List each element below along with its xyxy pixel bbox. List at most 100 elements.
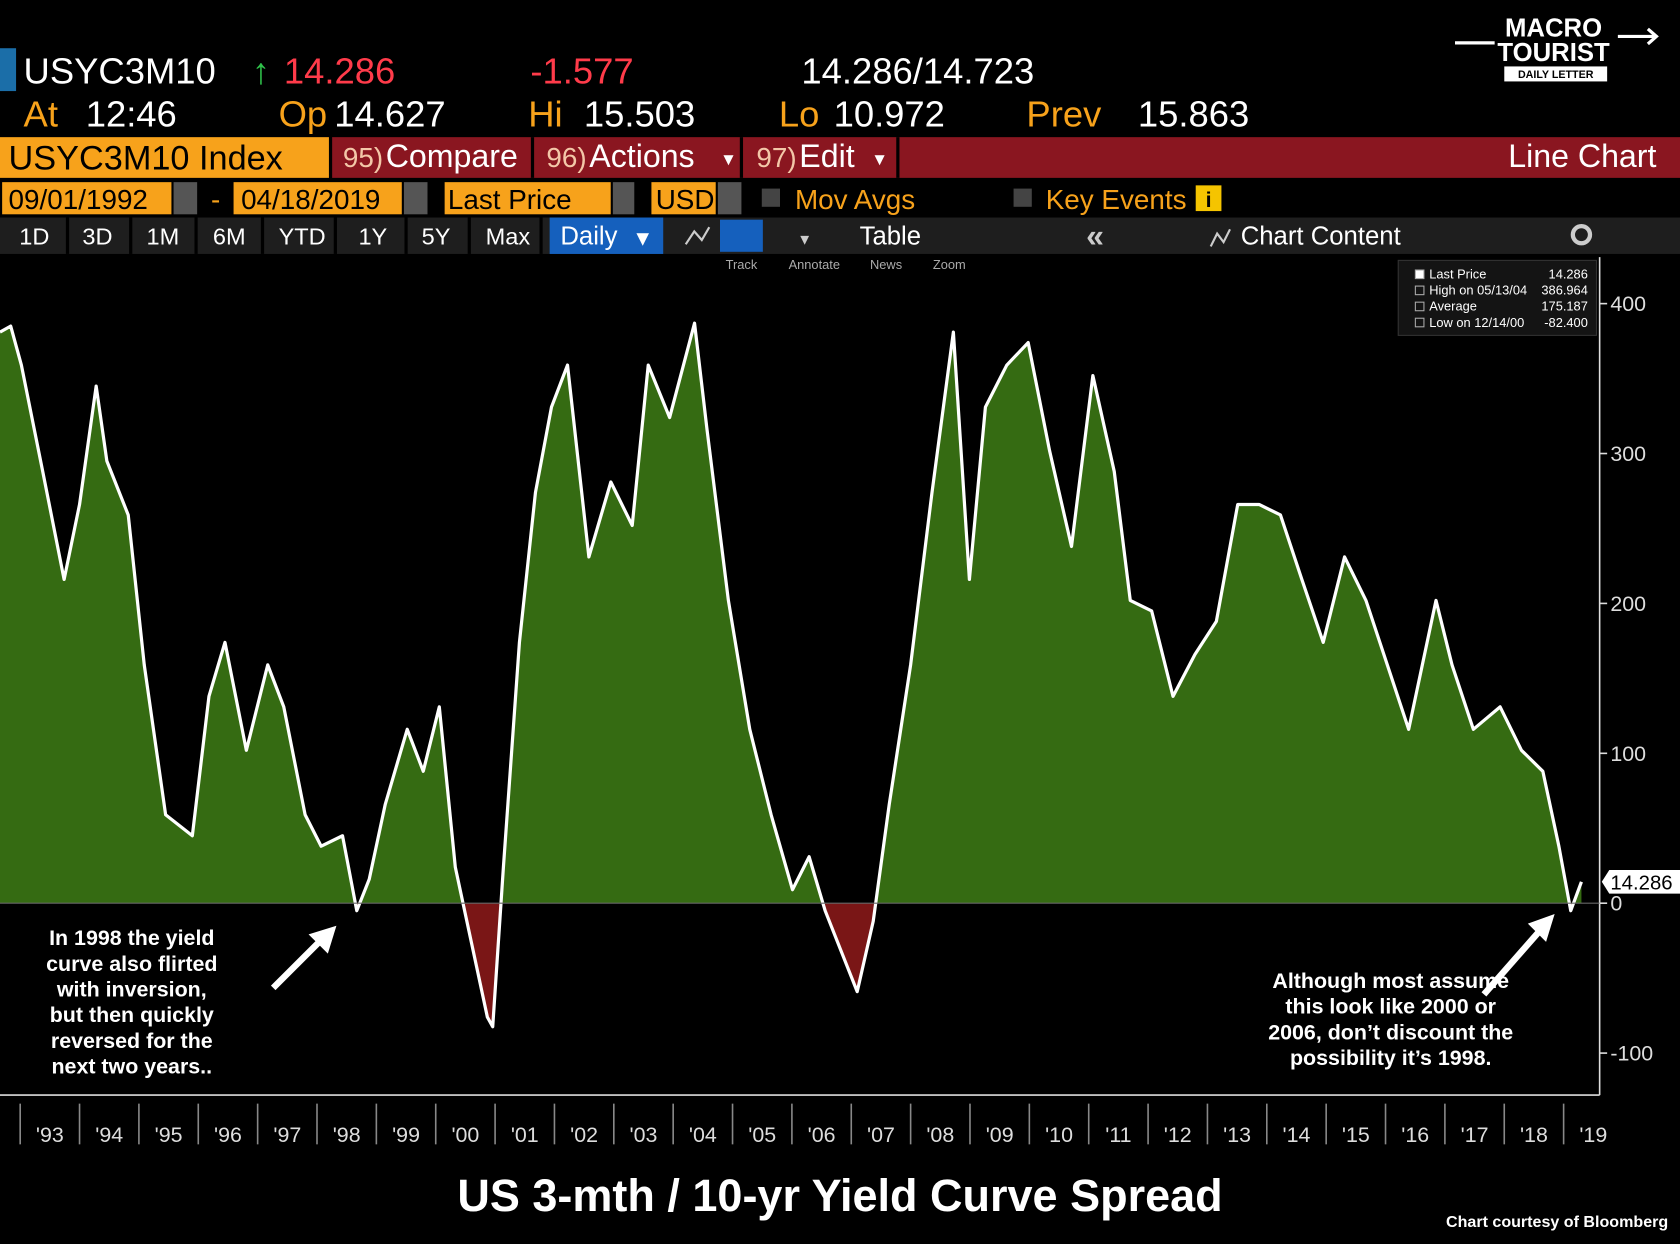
calendar-icon[interactable] [173, 182, 198, 215]
option[interactable]: Key Events [1046, 184, 1187, 215]
x-tick-label: '98 [333, 1123, 361, 1147]
ticker: USYC3M10 [24, 51, 216, 92]
x-tick-label: '11 [1105, 1123, 1131, 1147]
x-tick-label: '19 [1579, 1123, 1607, 1147]
x-tick-label: '14 [1283, 1123, 1311, 1147]
bid-ask: 14.286/14.723 [801, 51, 1034, 92]
menu-item[interactable]: Actions [589, 138, 694, 174]
field-label: Hi [528, 93, 562, 134]
annotation-arrow [1481, 921, 1549, 997]
logo-text: TOURIST [1497, 39, 1610, 67]
table-button[interactable]: Table [860, 222, 921, 250]
dropdown-icon: ▼ [720, 149, 737, 169]
period-button[interactable]: 5Y [422, 223, 451, 249]
calendar-icon[interactable] [403, 182, 428, 215]
x-tick-label: '94 [95, 1123, 123, 1147]
tool[interactable]: Annotate [789, 257, 840, 272]
field-value: 15.503 [584, 93, 695, 134]
menu-number[interactable]: 96) [546, 142, 586, 173]
period-button[interactable]: 3D [82, 223, 112, 249]
x-tick-label: '95 [155, 1123, 183, 1147]
annotation: curve also flirted [46, 952, 217, 976]
annotation: possibility it’s 1998. [1290, 1046, 1491, 1070]
period-button[interactable]: 6M [213, 223, 246, 249]
settings-icon[interactable] [1570, 223, 1593, 246]
y-tick-label: -100 [1610, 1042, 1653, 1066]
x-tick-label: '17 [1461, 1123, 1489, 1147]
x-tick-label: '04 [689, 1123, 717, 1147]
menu-number[interactable]: 95) [343, 142, 383, 173]
field-value: 12:46 [86, 93, 177, 134]
dropdown-icon: ▼ [632, 226, 653, 250]
annotation: next two years.. [51, 1055, 212, 1079]
legend-swatch [1414, 317, 1425, 328]
logo-text: MACRO [1505, 14, 1602, 42]
checkbox[interactable] [1013, 188, 1032, 207]
legend-swatch [1414, 301, 1425, 312]
menu-number[interactable]: 97) [756, 142, 796, 173]
annotation: Although most assume [1272, 969, 1509, 993]
dropdown-button[interactable] [612, 182, 635, 215]
change: -1.577 [530, 51, 633, 92]
x-tick-label: '09 [986, 1123, 1014, 1147]
period-button[interactable]: 1M [146, 223, 179, 249]
bar-icon[interactable] [720, 219, 763, 252]
period-button[interactable]: YTD [279, 223, 326, 249]
x-tick-label: '07 [867, 1123, 895, 1147]
period-button[interactable]: 1Y [358, 223, 387, 249]
x-tick-label: '18 [1520, 1123, 1548, 1147]
logo-tagline: DAILY LETTER [1518, 69, 1594, 81]
collapse-button[interactable]: « [1086, 217, 1104, 253]
frequency[interactable]: Daily [560, 222, 617, 250]
menu-item[interactable]: Edit [799, 138, 854, 174]
x-tick-label: '05 [748, 1123, 776, 1147]
x-tick-label: '99 [392, 1123, 420, 1147]
menu-item[interactable]: Compare [386, 138, 518, 174]
x-tick-label: '15 [1342, 1123, 1370, 1147]
frequency-button[interactable] [549, 217, 664, 254]
toolbar [0, 217, 1680, 254]
y-tick-label: 100 [1610, 742, 1646, 766]
currency[interactable]: USD [656, 184, 715, 215]
legend-value: 14.286 [1549, 267, 1588, 282]
field-label: Op [279, 93, 328, 134]
start-date-box[interactable] [2, 182, 172, 215]
chart-content-icon [1209, 228, 1231, 247]
currency-box[interactable] [651, 182, 716, 215]
last-price: 14.286 [284, 51, 395, 92]
y-tick-label: 200 [1610, 592, 1646, 616]
field[interactable]: Last Price [448, 184, 572, 215]
x-tick-label: '03 [630, 1123, 658, 1147]
chart-kind: Line Chart [1508, 138, 1656, 174]
field-value: 10.972 [834, 93, 945, 134]
field-box[interactable] [444, 182, 611, 215]
menu-bar [332, 137, 1680, 178]
tool[interactable]: Zoom [933, 257, 966, 272]
x-tick-label: '10 [1045, 1123, 1073, 1147]
annotation-arrowhead [308, 925, 337, 954]
end-date-box[interactable] [233, 182, 402, 215]
start-date[interactable]: 09/01/1992 [9, 184, 148, 215]
tool[interactable]: Track [726, 257, 758, 272]
field-label: At [24, 93, 58, 134]
period-button[interactable]: Max [486, 223, 531, 249]
checkbox[interactable] [761, 188, 780, 207]
chart-content[interactable]: Chart Content [1241, 222, 1401, 250]
annotation: 2006, don’t discount the [1268, 1020, 1513, 1044]
dropdown-button[interactable] [717, 182, 742, 215]
tool[interactable]: News [870, 257, 902, 272]
end-date[interactable]: 04/18/2019 [241, 184, 380, 215]
x-tick-label: '13 [1223, 1123, 1251, 1147]
security-box[interactable] [0, 137, 329, 178]
security[interactable]: USYC3M10 Index [9, 139, 283, 177]
annotation: with inversion, [56, 977, 207, 1001]
option[interactable]: Mov Avgs [795, 184, 915, 215]
info-icon[interactable] [1195, 185, 1222, 212]
legend-label: Low on 12/14/00 [1429, 315, 1524, 330]
annotation: this look like 2000 or [1285, 995, 1496, 1019]
x-tick-label: '16 [1401, 1123, 1429, 1147]
field-value: 15.863 [1138, 93, 1249, 134]
annotation: but then quickly [50, 1003, 214, 1027]
period-button[interactable]: 1D [19, 223, 49, 249]
line-icon[interactable] [684, 226, 711, 245]
